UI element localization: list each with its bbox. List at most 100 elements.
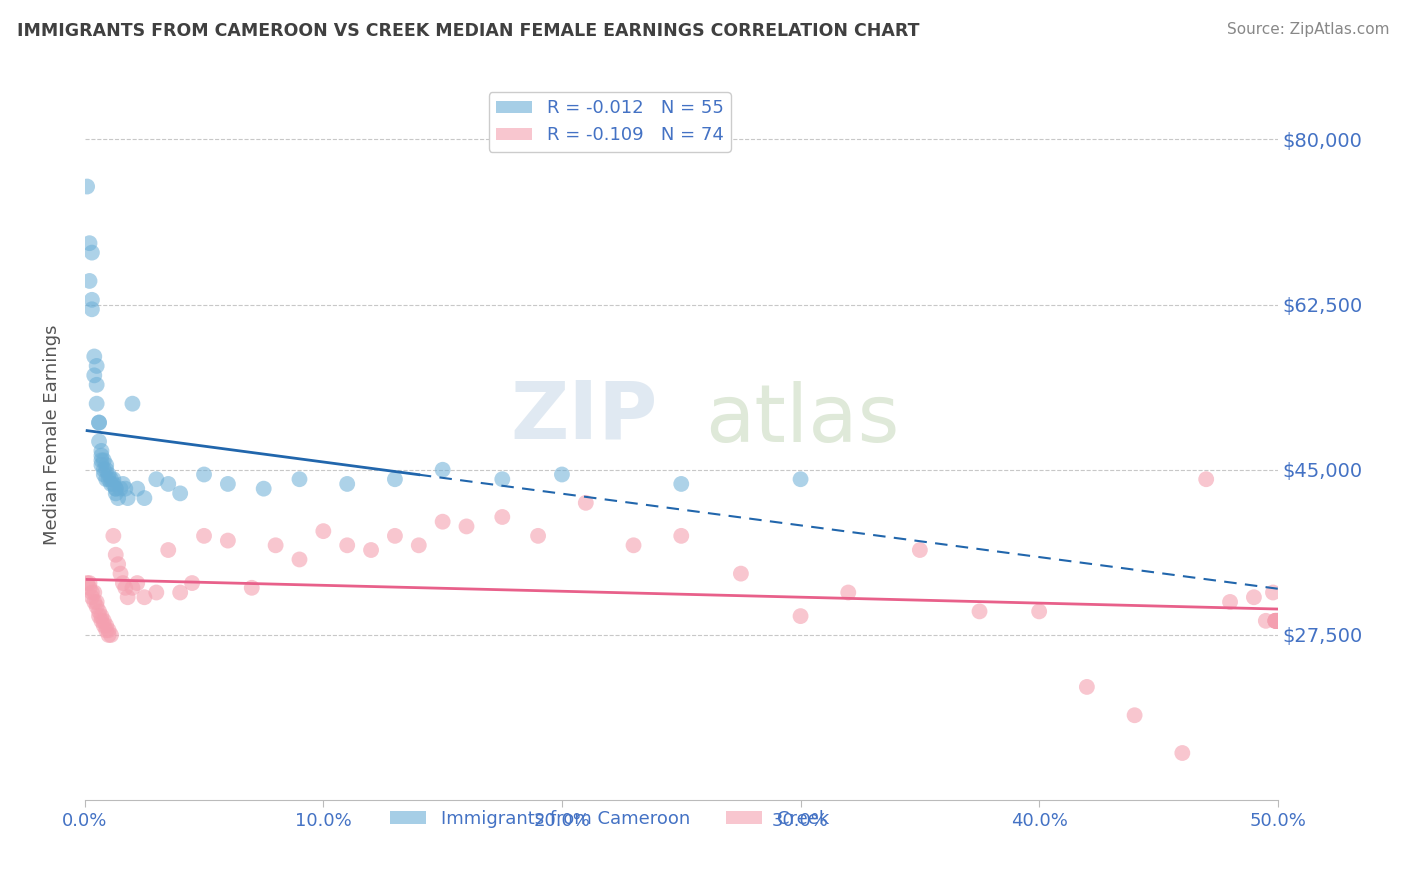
Point [107, 557, 129, 571]
Point [97, 624, 120, 638]
Point [169, 585, 191, 599]
Point [169, 486, 191, 500]
Point [93, 467, 115, 482]
Point [217, 533, 239, 548]
Point [110, 566, 132, 581]
Point [96, 463, 118, 477]
Point [97, 472, 120, 486]
Point [87, 416, 110, 430]
Point [789, 472, 811, 486]
Point [264, 538, 287, 552]
Point [80, 302, 103, 317]
Point [789, 609, 811, 624]
Point [104, 482, 127, 496]
Point [145, 585, 167, 599]
Point [103, 477, 125, 491]
Point [157, 477, 180, 491]
Point [83, 585, 105, 599]
Text: Source: ZipAtlas.com: Source: ZipAtlas.com [1226, 22, 1389, 37]
Point [76, 576, 98, 591]
Point [1261, 585, 1284, 599]
Point [134, 491, 156, 505]
Point [1123, 708, 1146, 723]
Point [671, 529, 693, 543]
Point [114, 482, 136, 496]
Point [87, 416, 110, 430]
Point [93, 618, 115, 632]
Point [253, 482, 276, 496]
Point [1264, 614, 1286, 628]
Point [86, 397, 108, 411]
Point [127, 576, 149, 591]
Point [104, 548, 127, 562]
Point [79, 236, 101, 251]
Point [491, 472, 513, 486]
Point [671, 477, 693, 491]
Point [157, 543, 180, 558]
Point [121, 397, 143, 411]
Point [79, 576, 101, 591]
Point [83, 350, 105, 364]
Point [117, 491, 139, 505]
Point [87, 609, 110, 624]
Point [240, 581, 263, 595]
Point [432, 515, 454, 529]
Point [384, 472, 406, 486]
Point [100, 477, 122, 491]
Point [1264, 614, 1286, 628]
Point [551, 467, 574, 482]
Point [1076, 680, 1098, 694]
Point [114, 581, 136, 595]
Point [1195, 472, 1218, 486]
Point [432, 463, 454, 477]
Point [145, 472, 167, 486]
Point [1267, 614, 1289, 628]
Legend: Immigrants from Cameroon, Creek: Immigrants from Cameroon, Creek [382, 803, 837, 835]
Point [134, 591, 156, 605]
Point [96, 624, 118, 638]
Point [96, 618, 118, 632]
Point [491, 510, 513, 524]
Point [336, 538, 359, 552]
Point [104, 482, 127, 496]
Point [969, 604, 991, 618]
Point [336, 477, 359, 491]
Point [837, 585, 859, 599]
Point [93, 614, 115, 628]
Point [93, 453, 115, 467]
Point [86, 595, 108, 609]
Point [79, 274, 101, 288]
Point [1254, 614, 1277, 628]
Point [1171, 746, 1194, 760]
Point [96, 472, 118, 486]
Point [86, 377, 108, 392]
Point [127, 482, 149, 496]
Point [730, 566, 752, 581]
Text: atlas: atlas [706, 381, 900, 458]
Point [623, 538, 645, 552]
Point [86, 599, 108, 614]
Point [90, 614, 112, 628]
Point [103, 529, 125, 543]
Point [1264, 614, 1286, 628]
Point [111, 576, 134, 591]
Point [384, 529, 406, 543]
Point [100, 472, 122, 486]
Point [111, 477, 134, 491]
Point [96, 458, 118, 472]
Point [217, 477, 239, 491]
Point [83, 368, 105, 383]
Y-axis label: Median Female Earnings: Median Female Earnings [44, 324, 60, 545]
Point [121, 581, 143, 595]
Point [90, 453, 112, 467]
Point [1028, 604, 1050, 618]
Point [80, 245, 103, 260]
Point [80, 293, 103, 307]
Point [103, 472, 125, 486]
Point [83, 595, 105, 609]
Point [90, 443, 112, 458]
Point [117, 591, 139, 605]
Point [456, 519, 478, 533]
Point [193, 529, 215, 543]
Point [97, 467, 120, 482]
